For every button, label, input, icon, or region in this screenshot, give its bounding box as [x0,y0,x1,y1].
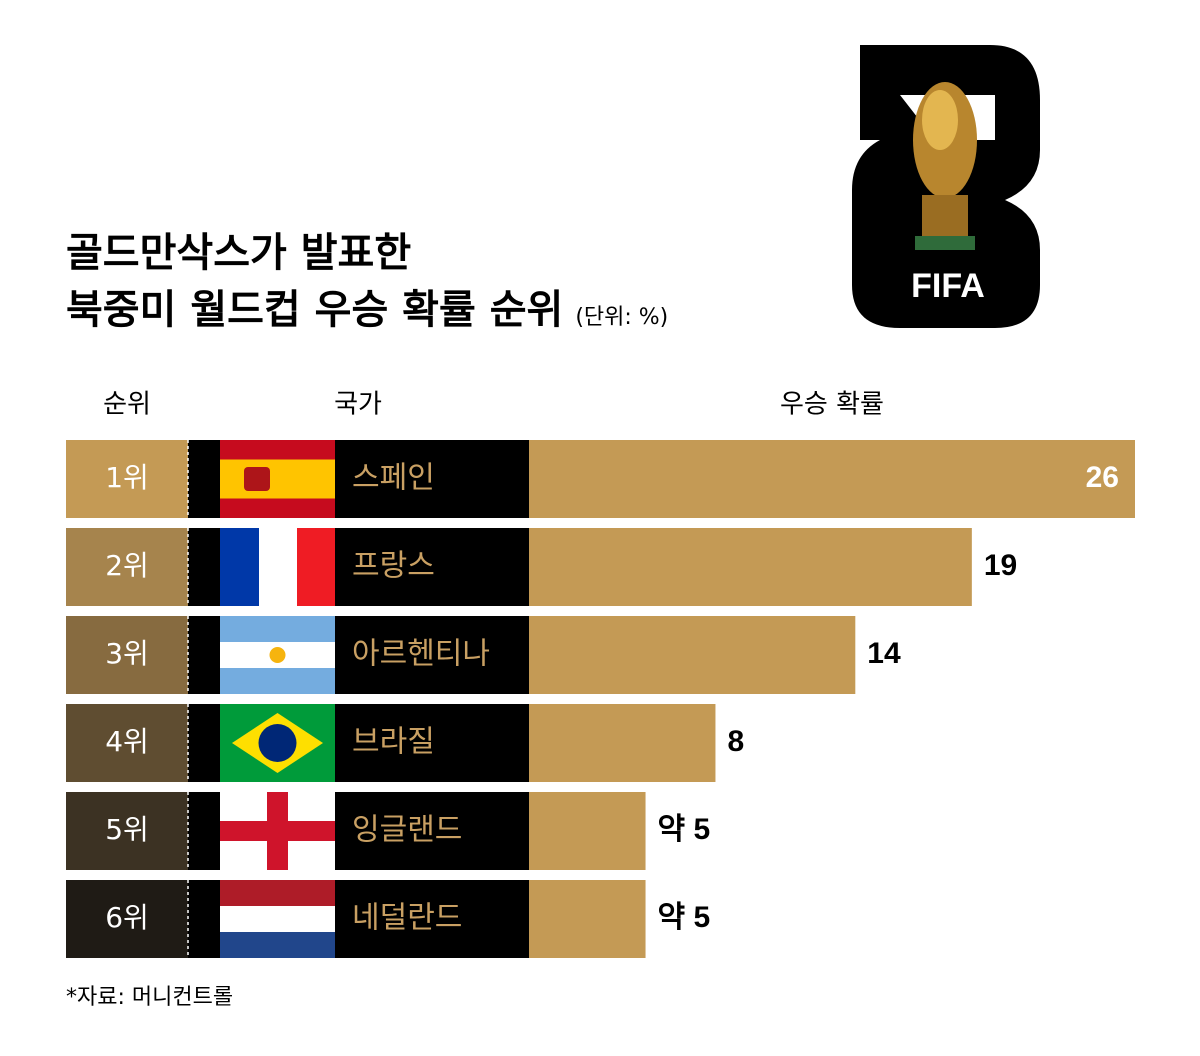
row: 2위 프랑스 19 [66,528,1017,606]
row: 1위 스페인 26 [66,440,1135,518]
row: 6위 네덜란드 약 5 [66,880,710,958]
title: 북중미 월드컵 우승 확률 순위 [66,287,563,333]
flag [220,821,335,841]
rank-cell [66,528,188,606]
column-header: 순위 [103,390,151,420]
bar [529,880,646,958]
country-label: 아르헨티나 [352,637,490,672]
flag [220,880,335,906]
logo: FIFA [852,45,1040,328]
rank-cell [66,880,188,958]
column-header: 국가 [334,390,382,420]
value-label: 약 5 [658,813,711,846]
country-label: 브라질 [352,725,435,760]
value-label: 19 [984,549,1017,582]
rank-label: 6위 [105,901,149,934]
flag [220,528,259,606]
flag [220,932,335,958]
bar [529,616,856,694]
unit-label: (단위: %) [575,305,668,330]
title: 골드만삭스가 발표한 [66,230,411,276]
country-label: 프랑스 [352,549,435,584]
rank-cell [66,440,188,518]
rank-label: 4위 [105,725,149,758]
rank-label: 3위 [105,637,149,670]
flag [297,528,335,606]
rank-label: 5위 [105,813,149,846]
flag [220,459,335,499]
source: *자료: 머니컨트롤 [66,985,233,1010]
flag-sun [269,647,286,663]
rank-cell [66,616,188,694]
flag [258,724,297,762]
country-label: 스페인 [352,461,435,496]
rank-label: 2위 [105,549,149,582]
row: 4위 브라질 8 [66,704,744,782]
country-label: 잉글랜드 [352,813,462,848]
bar [529,704,716,782]
bar [529,792,646,870]
country-label: 네덜란드 [352,901,462,936]
value-label: 26 [1086,461,1119,494]
row: 5위 잉글랜드 약 5 [66,792,710,870]
logo-text: FIFA [911,267,985,305]
rank-cell [66,704,188,782]
rank-label: 1위 [105,461,149,494]
value-label: 14 [867,637,901,670]
bar [529,528,972,606]
rank-cell [66,792,188,870]
flag-emblem [244,467,270,491]
row: 3위 아르헨티나 14 [66,616,901,694]
column-header: 우승 확률 [780,390,884,420]
value-label: 8 [727,725,744,758]
value-label: 약 5 [658,901,711,934]
bar [529,440,1135,518]
flag [259,528,297,606]
